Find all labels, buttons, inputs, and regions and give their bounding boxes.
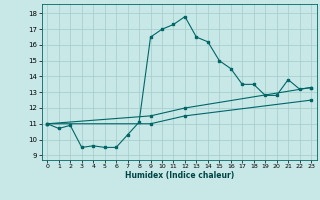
- X-axis label: Humidex (Indice chaleur): Humidex (Indice chaleur): [124, 171, 234, 180]
